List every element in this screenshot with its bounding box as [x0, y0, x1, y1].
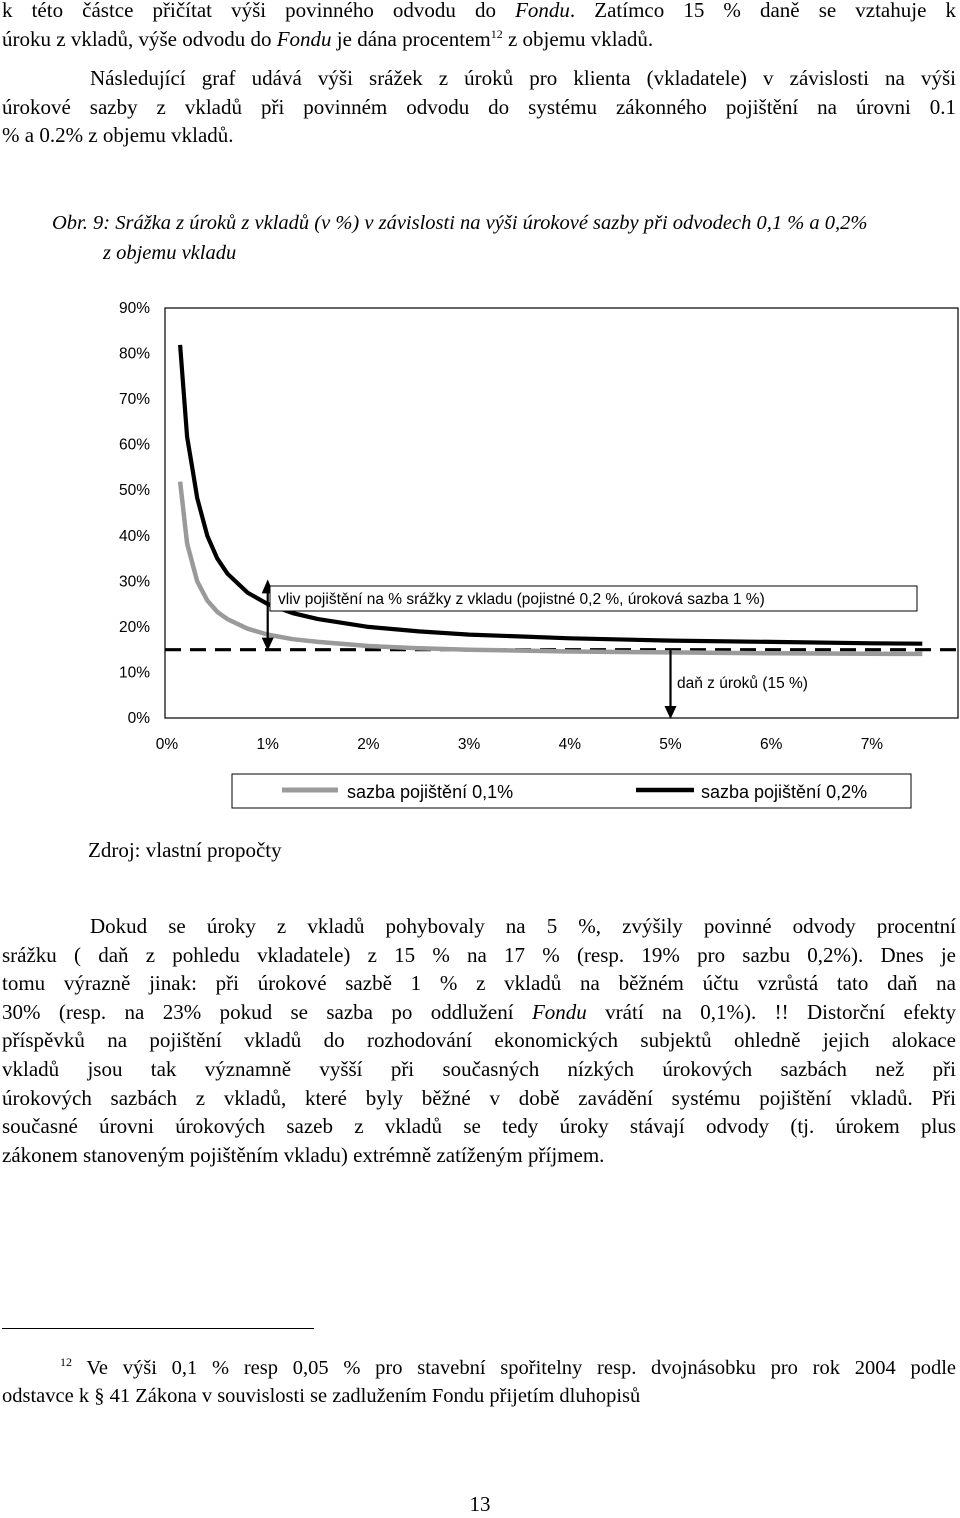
footnote-line-1: 12 Ve výši 0,1 % resp 0,05 % pro stavebn… — [60, 1355, 956, 1379]
y-tick-label: 70% — [119, 391, 150, 408]
figure-caption: Obr. 9: Srážka z úroků z vkladů (v %) v … — [52, 208, 956, 268]
legend-label-insurance-0-2: sazba pojištění 0,2% — [701, 782, 867, 802]
body-line-2: srážku ( daň z pohledu vkladatele) z 15 … — [2, 942, 956, 967]
intro-line-1: k této částce přičítat výši povinného od… — [2, 0, 956, 22]
series-line-insurance-0-2 — [178, 344, 923, 646]
x-tick-label: 0% — [156, 736, 179, 753]
figure-caption-line-2: z objemu vkladu — [103, 242, 237, 264]
body-line-5: příspěvků na pojištění vkladů do rozhodo… — [2, 1028, 956, 1053]
graph-intro-line-3: % a 0.2% z objemu vkladů. — [2, 123, 234, 148]
footnote-separator — [2, 1328, 314, 1329]
annotation-text-tax: daň z úroků (15 %) — [677, 675, 808, 692]
body-line-8: současné úrovni úrokových sazeb z vkladů… — [2, 1114, 956, 1139]
footnote: 12 Ve výši 0,1 % resp 0,05 % pro stavebn… — [2, 1354, 956, 1410]
annotation-arrowhead-tax — [664, 706, 677, 719]
figure-caption-line-1: Obr. 9: Srážka z úroků z vkladů (v %) v … — [52, 212, 868, 234]
x-tick-label: 3% — [458, 736, 481, 753]
body-line-3: tomu výrazně jinak: při úrokové sazbě 1 … — [2, 971, 956, 996]
y-tick-label: 10% — [119, 664, 150, 681]
annotation-arrowhead-down — [261, 637, 274, 651]
page-number: 13 — [469, 1492, 491, 1516]
annotation-text-insurance: vliv pojištění na % srážky z vkladu (poj… — [278, 591, 765, 608]
y-tick-label: 60% — [119, 437, 150, 454]
y-tick-label: 20% — [119, 619, 150, 636]
plot-area-frame — [164, 307, 959, 719]
body-line-7: úrokových sazbách z vkladů, které byly b… — [2, 1085, 956, 1110]
chart-source: Zdroj: vlastní propočty — [88, 838, 282, 862]
annotation-box-insurance — [269, 585, 918, 612]
intro-paragraph: k této částce přičítat výši povinného od… — [2, 0, 956, 53]
body-line-1: Dokud se úroky z vkladů pohybovaly na 5 … — [90, 914, 956, 938]
interest-deduction-chart: 0% 10% 20% 30% 40% 50% 60% 70% 80% 90% 0% 1% 2% 3% 4%… — [119, 300, 959, 809]
y-tick-label: 90% — [119, 300, 150, 317]
graph-intro-paragraph: Následující graf udává výši srážek z úro… — [2, 64, 956, 150]
x-tick-label: 7% — [861, 736, 884, 753]
chart-series — [177, 344, 923, 657]
x-tick-label: 2% — [357, 736, 380, 753]
x-tick-label: 5% — [659, 736, 682, 753]
x-tick-label: 6% — [760, 736, 783, 753]
x-axis-tick-labels: 0% 1% 2% 3% 4% 5% 6% 7% — [156, 736, 884, 753]
y-tick-label: 50% — [119, 482, 150, 499]
body-line-6: vkladů jsou tak významně vyšší při souča… — [2, 1056, 956, 1081]
footnote-number: 12 — [60, 1355, 72, 1370]
body-line-9: zákonem stanoveným pojištěním vkladu) ex… — [2, 1142, 605, 1167]
intro-line-2: úroku z vkladů, výše odvodu do Fondu je … — [2, 26, 654, 51]
body-paragraph: Dokud se úroky z vkladů pohybovaly na 5 … — [2, 912, 956, 1169]
series-line-insurance-0-1 — [177, 481, 923, 657]
graph-intro-line-2: úrokové sazby z vkladů při povinném odvo… — [2, 94, 956, 119]
graph-intro-line-1: Následující graf udává výši srážek z úro… — [90, 66, 956, 90]
footnote-line-2: odstavce k § 41 Zákona v souvislosti se … — [2, 1385, 641, 1407]
y-tick-label: 40% — [119, 528, 150, 545]
y-tick-label: 30% — [119, 573, 150, 590]
body-line-4: 30% (resp. na 23% pokud se sazba po oddl… — [2, 999, 956, 1024]
x-tick-label: 4% — [559, 736, 582, 753]
chart-annotations: vliv pojištění na % srážky z vkladu (poj… — [261, 579, 918, 719]
y-tick-label: 0% — [128, 710, 151, 727]
chart-legend: sazba pojištění 0,1% sazba pojištění 0,2% — [231, 773, 912, 809]
legend-label-insurance-0-1: sazba pojištění 0,1% — [347, 782, 513, 802]
y-tick-label: 80% — [119, 346, 150, 363]
legend-box — [231, 773, 912, 809]
footnote-reference[interactable]: 12 — [490, 26, 503, 41]
x-tick-label: 1% — [256, 736, 279, 753]
y-axis-tick-labels: 0% 10% 20% 30% 40% 50% 60% 70% 80% 90% — [119, 300, 150, 727]
